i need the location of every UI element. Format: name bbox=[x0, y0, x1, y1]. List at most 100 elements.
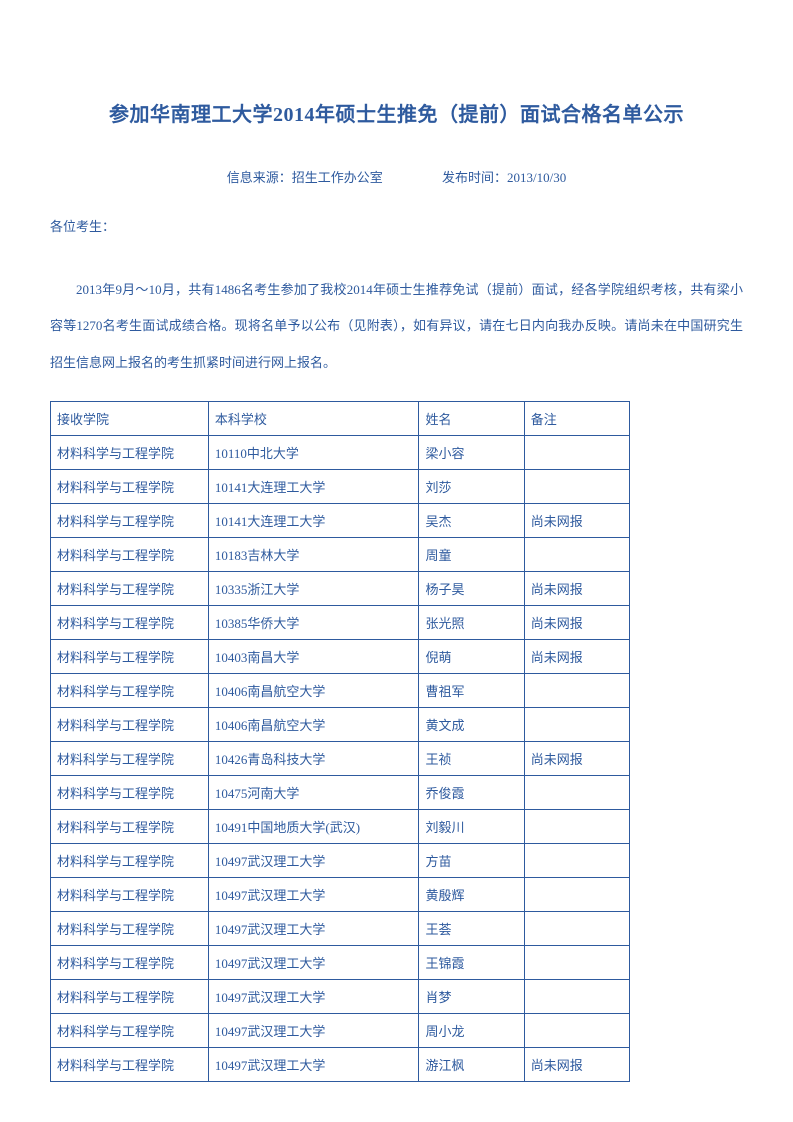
table-cell: 材料科学与工程学院 bbox=[51, 504, 209, 538]
table-cell: 周童 bbox=[419, 538, 524, 572]
table-cell: 10497武汉理工大学 bbox=[208, 878, 419, 912]
table-cell: 杨子昊 bbox=[419, 572, 524, 606]
table-row: 材料科学与工程学院10403南昌大学倪萌尚未网报 bbox=[51, 640, 630, 674]
table-cell: 材料科学与工程学院 bbox=[51, 708, 209, 742]
table-cell: 10426青岛科技大学 bbox=[208, 742, 419, 776]
table-cell: 10497武汉理工大学 bbox=[208, 912, 419, 946]
table-cell: 尚未网报 bbox=[524, 742, 629, 776]
table-cell: 10385华侨大学 bbox=[208, 606, 419, 640]
table-cell bbox=[524, 674, 629, 708]
table-row: 材料科学与工程学院10141大连理工大学刘莎 bbox=[51, 470, 630, 504]
table-cell: 王祯 bbox=[419, 742, 524, 776]
table-header-remark: 备注 bbox=[524, 402, 629, 436]
table-cell: 尚未网报 bbox=[524, 1048, 629, 1082]
results-table: 接收学院 本科学校 姓名 备注 材料科学与工程学院10110中北大学梁小容材料科… bbox=[50, 401, 630, 1082]
table-cell: 10475河南大学 bbox=[208, 776, 419, 810]
table-row: 材料科学与工程学院10475河南大学乔俊霞 bbox=[51, 776, 630, 810]
table-cell: 张光照 bbox=[419, 606, 524, 640]
table-cell: 10110中北大学 bbox=[208, 436, 419, 470]
table-cell: 材料科学与工程学院 bbox=[51, 810, 209, 844]
table-cell: 10497武汉理工大学 bbox=[208, 1048, 419, 1082]
table-row: 材料科学与工程学院10141大连理工大学吴杰尚未网报 bbox=[51, 504, 630, 538]
meta-time-label: 发布时间： bbox=[442, 170, 507, 185]
table-cell: 10497武汉理工大学 bbox=[208, 1014, 419, 1048]
table-header-row: 接收学院 本科学校 姓名 备注 bbox=[51, 402, 630, 436]
table-row: 材料科学与工程学院10497武汉理工大学王荟 bbox=[51, 912, 630, 946]
meta-source-label: 信息来源： bbox=[227, 170, 292, 185]
table-cell: 材料科学与工程学院 bbox=[51, 776, 209, 810]
table-cell: 周小龙 bbox=[419, 1014, 524, 1048]
table-row: 材料科学与工程学院10491中国地质大学(武汉)刘毅川 bbox=[51, 810, 630, 844]
table-cell bbox=[524, 436, 629, 470]
table-cell: 梁小容 bbox=[419, 436, 524, 470]
table-body: 材料科学与工程学院10110中北大学梁小容材料科学与工程学院10141大连理工大… bbox=[51, 436, 630, 1082]
table-cell: 王荟 bbox=[419, 912, 524, 946]
table-cell: 王锦霞 bbox=[419, 946, 524, 980]
table-row: 材料科学与工程学院10497武汉理工大学游江枫尚未网报 bbox=[51, 1048, 630, 1082]
table-cell: 材料科学与工程学院 bbox=[51, 1048, 209, 1082]
page-title: 参加华南理工大学2014年硕士生推免（提前）面试合格名单公示 bbox=[50, 98, 743, 127]
table-cell bbox=[524, 1014, 629, 1048]
table-cell: 尚未网报 bbox=[524, 572, 629, 606]
table-row: 材料科学与工程学院10183吉林大学周童 bbox=[51, 538, 630, 572]
table-cell: 吴杰 bbox=[419, 504, 524, 538]
table-cell: 尚未网报 bbox=[524, 606, 629, 640]
table-cell: 10497武汉理工大学 bbox=[208, 946, 419, 980]
table-row: 材料科学与工程学院10497武汉理工大学周小龙 bbox=[51, 1014, 630, 1048]
table-cell: 倪萌 bbox=[419, 640, 524, 674]
table-cell: 10183吉林大学 bbox=[208, 538, 419, 572]
table-cell: 10141大连理工大学 bbox=[208, 504, 419, 538]
meta-row: 信息来源：招生工作办公室 发布时间：2013/10/30 bbox=[50, 167, 743, 186]
table-cell: 10335浙江大学 bbox=[208, 572, 419, 606]
table-cell bbox=[524, 470, 629, 504]
table-cell: 10141大连理工大学 bbox=[208, 470, 419, 504]
table-row: 材料科学与工程学院10497武汉理工大学方苗 bbox=[51, 844, 630, 878]
table-cell: 刘莎 bbox=[419, 470, 524, 504]
table-cell: 材料科学与工程学院 bbox=[51, 606, 209, 640]
meta-time-value: 2013/10/30 bbox=[507, 170, 566, 185]
table-header-college: 接收学院 bbox=[51, 402, 209, 436]
table-row: 材料科学与工程学院10406南昌航空大学黄文成 bbox=[51, 708, 630, 742]
table-cell bbox=[524, 980, 629, 1014]
table-cell: 10406南昌航空大学 bbox=[208, 708, 419, 742]
table-cell: 尚未网报 bbox=[524, 504, 629, 538]
salutation: 各位考生： bbox=[50, 214, 743, 240]
table-cell bbox=[524, 538, 629, 572]
table-cell bbox=[524, 946, 629, 980]
meta-source-value: 招生工作办公室 bbox=[292, 170, 383, 185]
table-cell: 材料科学与工程学院 bbox=[51, 674, 209, 708]
table-row: 材料科学与工程学院10385华侨大学张光照尚未网报 bbox=[51, 606, 630, 640]
table-row: 材料科学与工程学院10497武汉理工大学黄殷辉 bbox=[51, 878, 630, 912]
table-cell: 方苗 bbox=[419, 844, 524, 878]
table-row: 材料科学与工程学院10426青岛科技大学王祯尚未网报 bbox=[51, 742, 630, 776]
table-cell: 肖梦 bbox=[419, 980, 524, 1014]
table-cell: 游江枫 bbox=[419, 1048, 524, 1082]
table-cell bbox=[524, 844, 629, 878]
table-cell: 材料科学与工程学院 bbox=[51, 912, 209, 946]
table-cell: 材料科学与工程学院 bbox=[51, 572, 209, 606]
table-cell: 10497武汉理工大学 bbox=[208, 844, 419, 878]
table-cell: 材料科学与工程学院 bbox=[51, 640, 209, 674]
table-row: 材料科学与工程学院10497武汉理工大学王锦霞 bbox=[51, 946, 630, 980]
table-header-school: 本科学校 bbox=[208, 402, 419, 436]
table-cell bbox=[524, 776, 629, 810]
body-paragraph: 2013年9月～10月，共有1486名考生参加了我校2014年硕士生推荐免试（提… bbox=[50, 272, 743, 381]
table-cell: 材料科学与工程学院 bbox=[51, 980, 209, 1014]
table-cell: 10406南昌航空大学 bbox=[208, 674, 419, 708]
table-cell: 10403南昌大学 bbox=[208, 640, 419, 674]
table-cell: 材料科学与工程学院 bbox=[51, 946, 209, 980]
table-cell: 材料科学与工程学院 bbox=[51, 470, 209, 504]
table-row: 材料科学与工程学院10110中北大学梁小容 bbox=[51, 436, 630, 470]
table-cell bbox=[524, 878, 629, 912]
table-cell: 乔俊霞 bbox=[419, 776, 524, 810]
table-cell: 材料科学与工程学院 bbox=[51, 538, 209, 572]
table-row: 材料科学与工程学院10335浙江大学杨子昊尚未网报 bbox=[51, 572, 630, 606]
table-cell: 曹祖军 bbox=[419, 674, 524, 708]
table-cell: 材料科学与工程学院 bbox=[51, 878, 209, 912]
table-row: 材料科学与工程学院10406南昌航空大学曹祖军 bbox=[51, 674, 630, 708]
meta-source: 信息来源：招生工作办公室 bbox=[227, 170, 386, 185]
table-cell: 尚未网报 bbox=[524, 640, 629, 674]
table-cell: 10491中国地质大学(武汉) bbox=[208, 810, 419, 844]
table-cell: 材料科学与工程学院 bbox=[51, 436, 209, 470]
table-cell: 材料科学与工程学院 bbox=[51, 844, 209, 878]
